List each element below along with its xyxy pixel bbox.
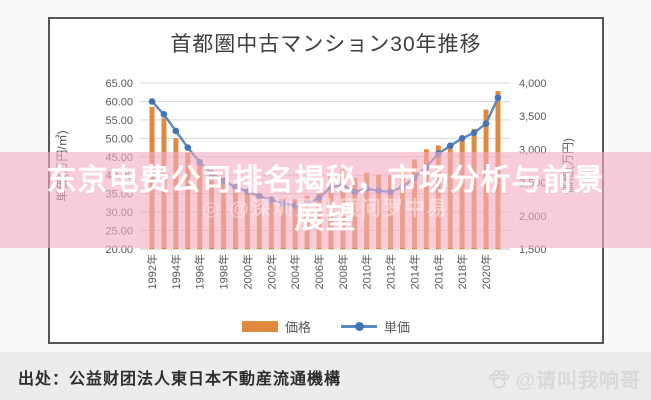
marker-1992: [148, 98, 156, 105]
x-axis-tick: 2014年: [407, 254, 421, 289]
legend-item-price: 価格: [241, 317, 311, 336]
left-axis-tick: 50.00: [105, 133, 133, 145]
x-axis-tick: 1994年: [169, 254, 183, 289]
x-axis-tick: 1992年: [145, 254, 159, 289]
x-axis-tick: 2018年: [455, 254, 469, 289]
x-axis-tick: 2006年: [312, 254, 326, 289]
marker-2019: [470, 129, 478, 137]
x-axis-tick: 2012年: [384, 254, 398, 289]
marker-2018: [458, 135, 466, 142]
source-text: 出处：公益财团法人東日本不動産流通機構: [18, 371, 342, 388]
legend-item-unit-price: 単価: [341, 317, 410, 336]
headline-overlay-band: ◎ @深圳置业顾问罗中易 东京电费公司排名揭秘，市场分析与前景 展望: [0, 152, 651, 248]
center-watermark: ◎ @深圳置业顾问罗中易: [202, 198, 449, 220]
x-axis-tick: 2010年: [360, 254, 374, 289]
marker-2017: [446, 142, 454, 150]
headline-line-1: 东京电费公司排名揭秘，市场分析与前景: [46, 164, 605, 197]
x-axis-tick: 2004年: [288, 254, 302, 289]
chart-legend: 価格 単価: [48, 316, 604, 336]
x-axis-tick: 2002年: [264, 254, 278, 289]
footer-watermark: @请叫我响哥: [487, 364, 641, 393]
left-axis-tick: 60.00: [105, 96, 133, 108]
headline-line-2: 展望: [294, 202, 357, 235]
x-axis-tick: 2008年: [336, 254, 350, 289]
unit-price-line-swatch-icon: [341, 321, 377, 331]
marker-2021: [494, 94, 502, 102]
marker-1995: [184, 144, 192, 151]
left-axis-tick: 55.00: [105, 115, 133, 127]
chart-title: 首都圏中古マンション30年推移: [170, 33, 482, 56]
right-axis-tick: 3,500: [519, 111, 547, 123]
footer-bar: 出处：公益财团法人東日本不動産流通機構 @请叫我响哥: [0, 352, 651, 400]
marker-1993: [160, 111, 168, 118]
x-axis-tick: 1996年: [193, 254, 207, 289]
x-axis-tick: 1998年: [217, 254, 231, 289]
legend-label-unit-price: 単価: [384, 319, 411, 335]
right-axis-tick: 4,000: [519, 78, 547, 90]
footer-watermark-text: @请叫我响哥: [515, 370, 641, 392]
marker-2020: [482, 120, 490, 127]
left-axis-tick: 65.00: [105, 78, 133, 90]
price-bar-swatch-icon: [241, 320, 278, 332]
legend-label-price: 価格: [284, 319, 311, 335]
paw-icon: [489, 369, 510, 388]
marker-1994: [172, 127, 180, 135]
x-axis-tick: 2016年: [431, 254, 445, 289]
x-axis-tick: 2020年: [479, 254, 493, 289]
x-axis-tick: 2000年: [240, 254, 254, 289]
